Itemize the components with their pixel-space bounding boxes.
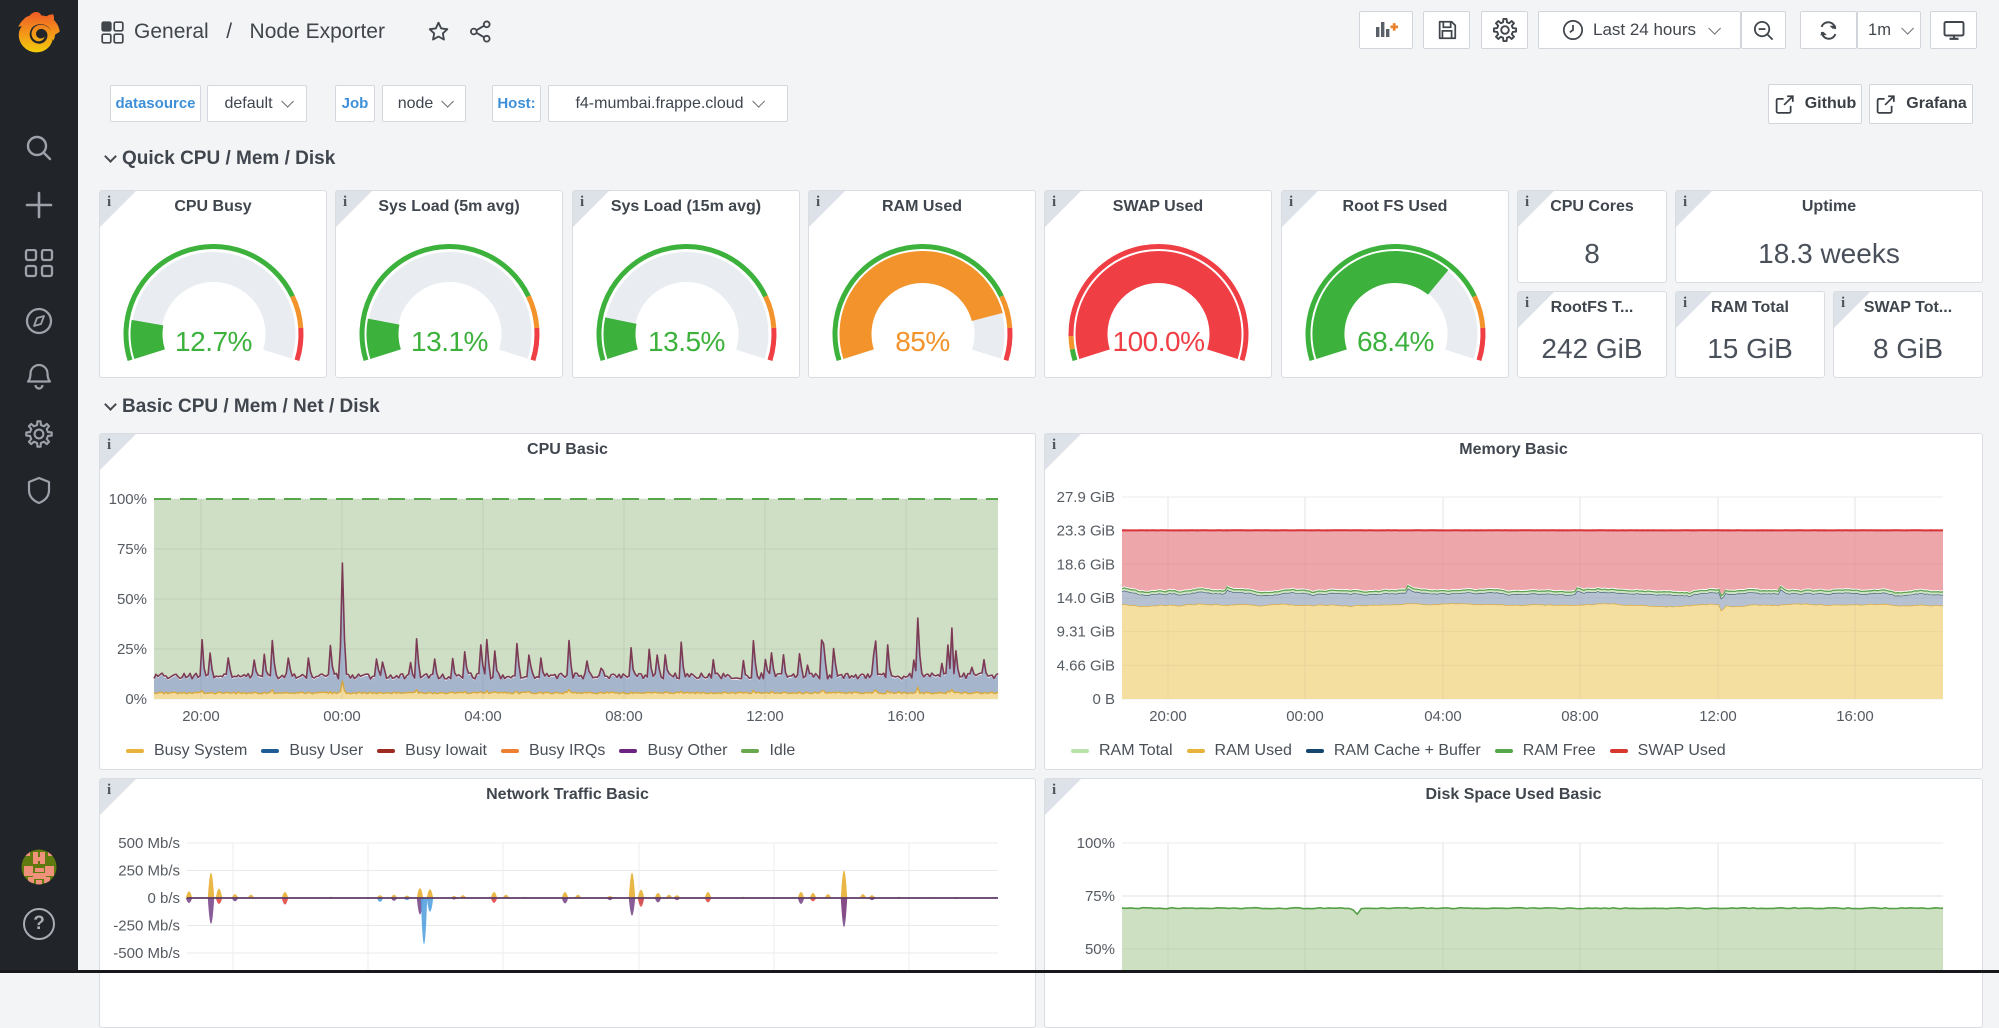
svg-text:4.66 GiB: 4.66 GiB (1057, 657, 1115, 674)
svg-text:20:00: 20:00 (1149, 708, 1187, 725)
svg-text:23.3 GiB: 23.3 GiB (1057, 523, 1115, 540)
svg-text:20:00: 20:00 (182, 708, 220, 725)
svg-text:12:00: 12:00 (746, 708, 784, 725)
svg-text:12:00: 12:00 (1699, 708, 1737, 725)
svg-text:27.9 GiB: 27.9 GiB (1057, 489, 1115, 506)
svg-text:85%: 85% (895, 326, 950, 357)
svg-text:0%: 0% (125, 691, 147, 708)
svg-text:00:00: 00:00 (1286, 708, 1324, 725)
svg-text:75%: 75% (1085, 888, 1115, 905)
svg-text:100%: 100% (109, 491, 147, 508)
svg-text:00:00: 00:00 (323, 708, 361, 725)
svg-text:08:00: 08:00 (605, 708, 643, 725)
svg-text:14.0 GiB: 14.0 GiB (1057, 590, 1115, 607)
svg-text:50%: 50% (1085, 941, 1115, 958)
svg-text:-250 Mb/s: -250 Mb/s (113, 918, 180, 935)
svg-text:18.6 GiB: 18.6 GiB (1057, 556, 1115, 573)
svg-text:0 B: 0 B (1092, 691, 1115, 708)
svg-text:500 Mb/s: 500 Mb/s (118, 835, 180, 852)
svg-text:0 b/s: 0 b/s (147, 890, 180, 907)
svg-text:16:00: 16:00 (887, 708, 925, 725)
svg-text:08:00: 08:00 (1561, 708, 1599, 725)
svg-text:04:00: 04:00 (1424, 708, 1462, 725)
svg-text:100%: 100% (1077, 835, 1115, 852)
svg-text:25%: 25% (117, 641, 147, 658)
svg-text:100.0%: 100.0% (1113, 326, 1205, 357)
svg-text:-500 Mb/s: -500 Mb/s (113, 945, 180, 962)
svg-text:16:00: 16:00 (1836, 708, 1874, 725)
svg-text:04:00: 04:00 (464, 708, 502, 725)
svg-text:13.5%: 13.5% (648, 326, 725, 357)
svg-text:9.31 GiB: 9.31 GiB (1057, 624, 1115, 641)
svg-text:13.1%: 13.1% (411, 326, 488, 357)
svg-text:75%: 75% (117, 541, 147, 558)
svg-text:68.4%: 68.4% (1357, 326, 1434, 357)
svg-text:50%: 50% (117, 591, 147, 608)
svg-text:12.7%: 12.7% (175, 326, 252, 357)
svg-text:250 Mb/s: 250 Mb/s (118, 863, 180, 880)
